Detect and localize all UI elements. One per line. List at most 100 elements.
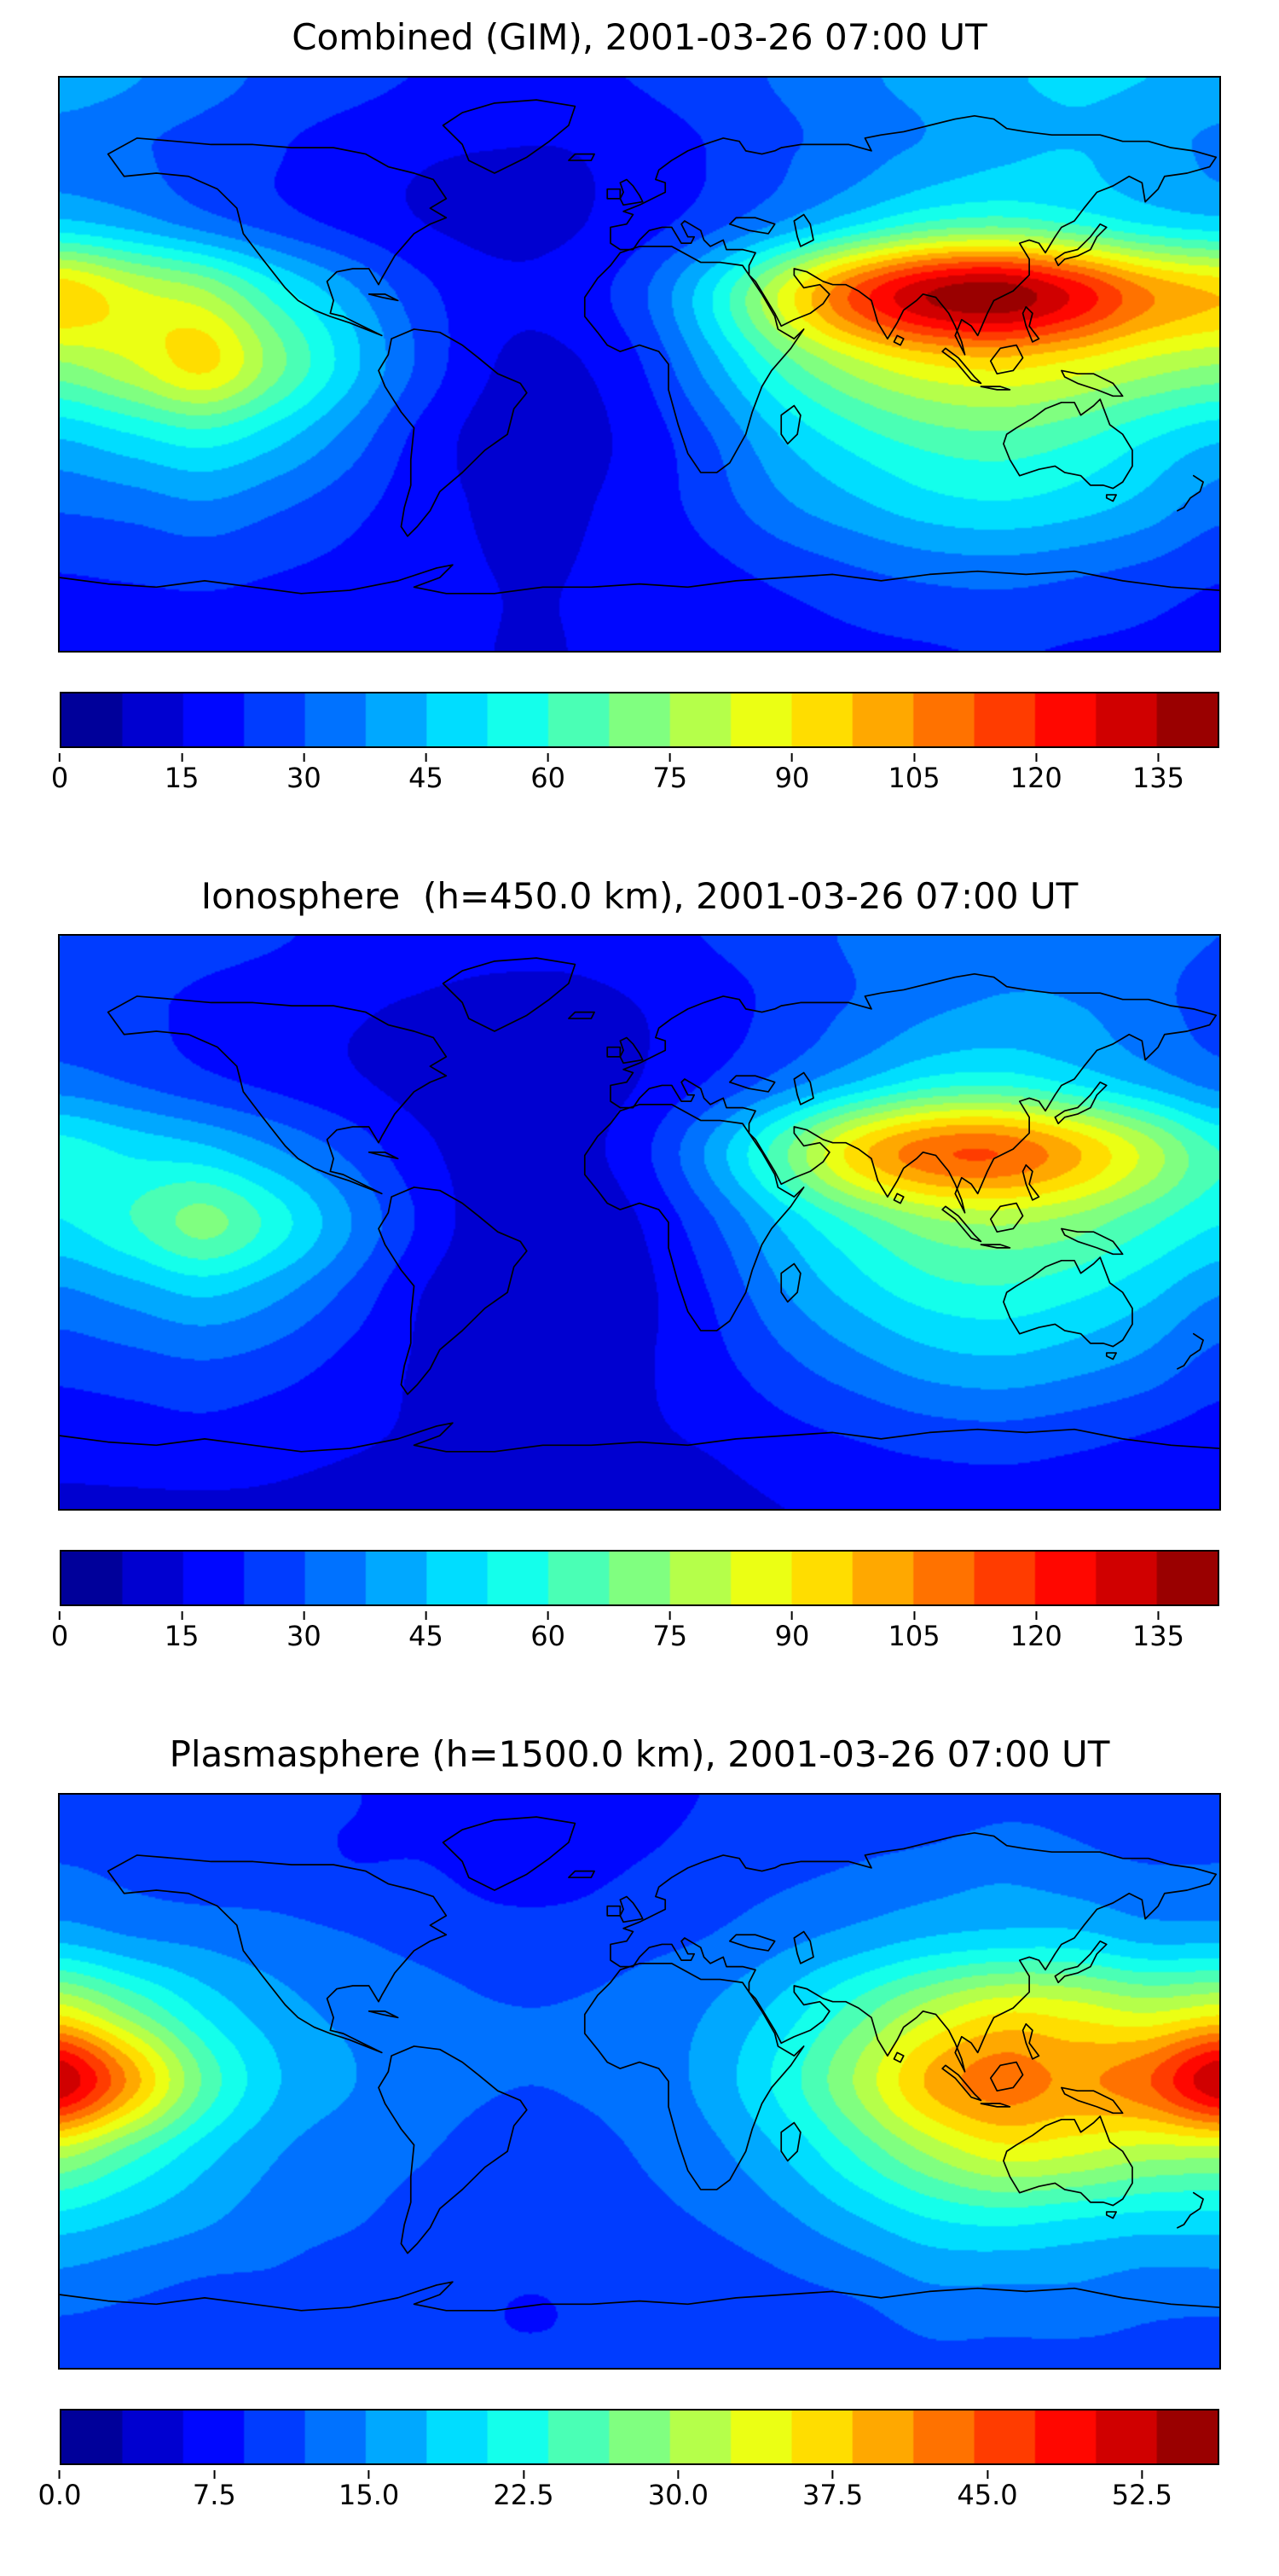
colorbar-tick-label: 0 [50, 761, 69, 794]
colorbar-tick-label: 120 [1010, 761, 1062, 794]
map-plot-plasmasphere [58, 1792, 1221, 2370]
colorbar-tick-label: 0 [50, 1620, 69, 1652]
coastline-madagascar [780, 1262, 802, 1303]
colorbar-canvas [61, 1552, 1218, 1604]
colorbar-ticks: 0 15 30 45 60 75 90 105 120 135 [51, 1613, 1219, 1652]
coastline-tasmania [1105, 493, 1117, 502]
colorbar-tick-label: 52.5 [1111, 2478, 1172, 2511]
colorbar-tick-label: 105 [888, 1620, 940, 1652]
coastline-north-america [107, 136, 448, 336]
coastline-cuba [367, 1152, 399, 1160]
coastline-caspian-sea [793, 1071, 814, 1105]
coastline-antarctica [60, 1422, 1219, 1453]
colorbar-tick-label: 30 [286, 1620, 321, 1652]
coastline-iceland [568, 1870, 595, 1878]
coastline-new-guinea [1061, 1227, 1124, 1256]
coastline-australia [1003, 1256, 1133, 1348]
colorbar-frame [60, 1550, 1219, 1606]
heatmap-canvas [60, 77, 1219, 651]
colorbar-tick-label: 60 [530, 1620, 565, 1652]
coastline-south-america [378, 1186, 528, 1395]
colorbar-tick-label: 45 [408, 761, 443, 794]
coastline-africa [583, 1104, 805, 1332]
coastline-new-guinea [1061, 2086, 1124, 2114]
coastline-borneo [989, 1202, 1024, 1233]
coastline-java [980, 2102, 1011, 2108]
heatmap-canvas [60, 936, 1219, 1509]
colorbar-tick-label: 120 [1010, 1620, 1062, 1652]
colorbar-tick-label: 45 [408, 1620, 443, 1652]
map-plot-combined [58, 75, 1221, 653]
colorbar-tick-label: 105 [888, 761, 940, 794]
coastlines-overlay [60, 98, 1219, 595]
coastline-borneo [989, 2061, 1024, 2092]
coastline-sumatra [941, 1205, 982, 1243]
coastline-caspian-sea [793, 213, 814, 247]
coastline-japan [1054, 1940, 1108, 1983]
coastline-cuba [367, 2010, 399, 2018]
coastline-black-sea [728, 216, 776, 235]
colorbar-tick-label: 22.5 [493, 2478, 554, 2511]
coastline-sumatra [941, 346, 982, 384]
coastline-japan [1054, 223, 1108, 266]
coastline-ireland [606, 1046, 622, 1058]
colorbar-tick-label: 15 [164, 1620, 200, 1652]
coastline-united-kingdom [619, 1895, 644, 1923]
coastline-greenland [442, 1815, 576, 1891]
coastline-black-sea [728, 1075, 776, 1093]
coastline-united-kingdom [619, 1036, 644, 1065]
heatmap-canvas [60, 1794, 1219, 2368]
colorbar-combined: 0 15 30 45 60 75 90 105 120 135 [51, 691, 1219, 794]
coastline-north-america [107, 995, 448, 1195]
colorbar-tick-label: 60 [530, 761, 565, 794]
coastline-africa [583, 245, 805, 473]
coastline-new-zealand [1177, 474, 1204, 512]
colorbar-tick-label: 75 [652, 761, 688, 794]
coastline-cuba [367, 293, 399, 301]
coastline-tasmania [1105, 1352, 1117, 1361]
coastline-eurasia [610, 1831, 1218, 2073]
colorbar-ticks: 0 15 30 45 60 75 90 105 120 135 [51, 755, 1219, 794]
coastline-philippines [1021, 1163, 1040, 1201]
coastline-madagascar [780, 2121, 802, 2161]
colorbar-tick-label: 0.0 [38, 2478, 82, 2511]
coastlines-overlay [60, 1815, 1219, 2312]
colorbar-tick-label: 90 [774, 761, 810, 794]
coastline-sri-lanka [893, 334, 905, 345]
coastline-japan [1054, 1081, 1108, 1125]
coastline-sri-lanka [893, 2051, 905, 2063]
coastline-tasmania [1105, 2210, 1117, 2219]
colorbar-canvas [61, 693, 1218, 746]
colorbar-tick-label: 135 [1131, 761, 1184, 794]
colorbar-ticks: 0.0 7.5 15.0 22.5 30.0 37.5 45.0 52.5 [38, 2472, 1219, 2511]
panel-title: Combined (GIM), 2001-03-26 07:00 UT [292, 16, 987, 58]
coastline-africa [583, 1962, 805, 2190]
map-plot-ionosphere [58, 934, 1221, 1511]
coastline-north-america [107, 1854, 448, 2053]
colorbar-frame [60, 691, 1219, 748]
panel-ionosphere: Ionosphere (h=450.0 km), 2001-03-26 07:0… [51, 859, 1221, 1718]
panel-title: Plasmasphere (h=1500.0 km), 2001-03-26 0… [169, 1733, 1110, 1775]
coastline-united-kingdom [619, 178, 644, 206]
coastline-new-zealand [1177, 2191, 1204, 2229]
coastline-eurasia [610, 972, 1218, 1214]
coastline-sri-lanka [893, 1192, 905, 1204]
colorbar-tick-label: 135 [1131, 1620, 1184, 1652]
coastline-new-guinea [1061, 369, 1124, 397]
colorbar-tick-label: 37.5 [802, 2478, 864, 2511]
coastline-philippines [1021, 2022, 1040, 2060]
colorbar-tick-label: 30 [286, 761, 321, 794]
panel-plasmasphere: Plasmasphere (h=1500.0 km), 2001-03-26 0… [38, 1717, 1221, 2576]
coastline-australia [1003, 2115, 1133, 2206]
panel-title: Ionosphere (h=450.0 km), 2001-03-26 07:0… [200, 874, 1079, 917]
coastline-antarctica [60, 2280, 1219, 2312]
coastline-greenland [442, 957, 576, 1032]
colorbar-tick-label: 30.0 [647, 2478, 709, 2511]
coastline-new-zealand [1177, 1332, 1204, 1370]
coastline-black-sea [728, 1933, 776, 1952]
coastline-madagascar [780, 404, 802, 444]
coastline-iceland [568, 1011, 595, 1019]
colorbar-tick-label: 90 [774, 1620, 810, 1652]
coastlines-overlay [60, 957, 1219, 1453]
